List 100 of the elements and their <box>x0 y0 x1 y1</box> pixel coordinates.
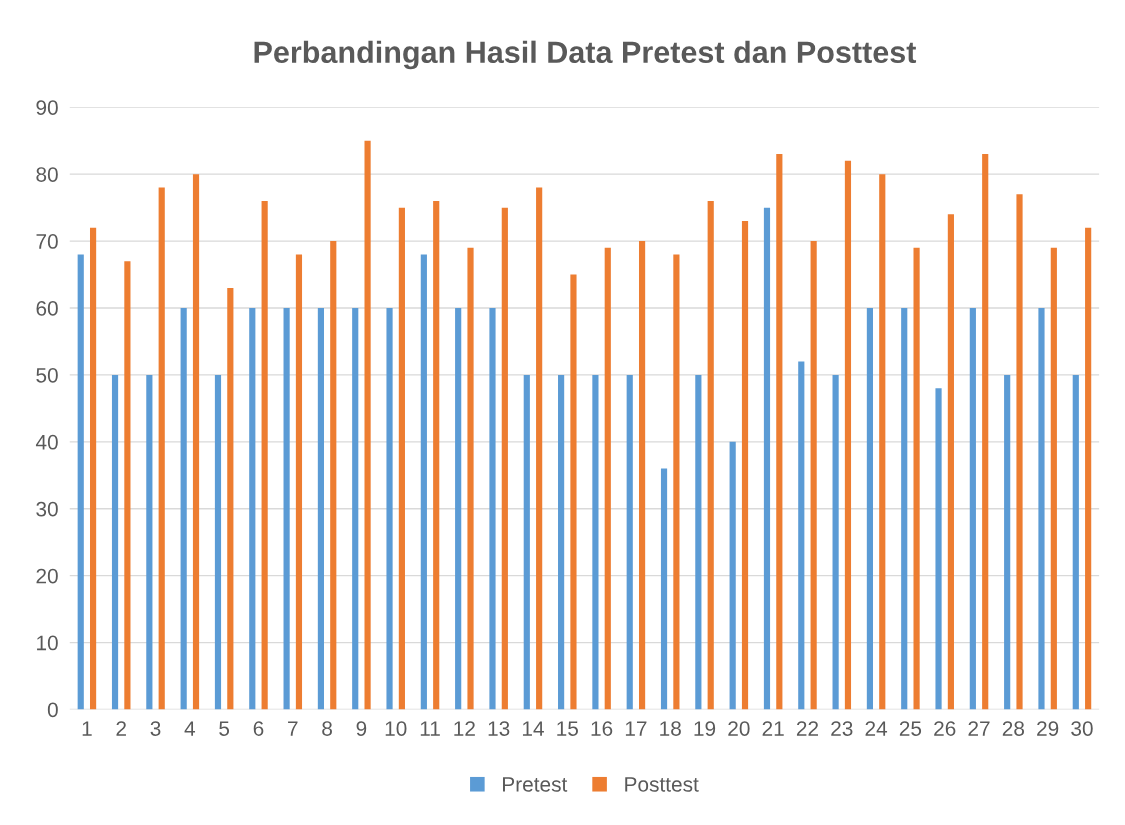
bar <box>77 254 84 710</box>
bar <box>695 374 702 710</box>
bar <box>969 308 976 710</box>
bar <box>763 207 771 710</box>
bar <box>501 207 508 710</box>
y-tick-label: 50 <box>36 367 58 383</box>
bar <box>1050 247 1057 710</box>
y-tick-label: 80 <box>36 167 58 182</box>
x-tick-label: 28 <box>1002 721 1025 736</box>
y-tick-label: 20 <box>36 568 58 584</box>
x-tick-label: 3 <box>150 721 161 736</box>
bar <box>844 160 852 710</box>
x-tick-label: 27 <box>968 721 990 736</box>
x-tick-label: 21 <box>762 721 784 736</box>
bar <box>570 274 577 710</box>
x-tick-label: 6 <box>253 721 264 736</box>
x-tick-label: 10 <box>385 721 407 736</box>
bar <box>935 388 942 710</box>
x-tick-label: 23 <box>831 721 853 736</box>
bar <box>214 374 222 710</box>
bar <box>420 254 427 710</box>
x-tick-label: 14 <box>522 721 544 736</box>
bar <box>386 308 393 710</box>
bar <box>455 308 462 710</box>
x-tick-label: 29 <box>1037 721 1059 736</box>
x-tick-label: 17 <box>625 721 647 736</box>
y-tick-label: 90 <box>36 100 58 115</box>
bar <box>330 241 337 710</box>
chart-title: Perbandingan Hasil Data Pretest dan Posttest <box>254 40 917 70</box>
x-tick-label: 20 <box>728 721 750 736</box>
bar <box>249 308 256 710</box>
bar <box>798 361 805 710</box>
bar <box>1038 308 1045 710</box>
x-tick-label: 8 <box>322 721 332 736</box>
bar <box>295 254 303 710</box>
bar <box>558 374 565 710</box>
bar <box>158 187 165 710</box>
bar <box>283 308 290 710</box>
x-tick-label: 19 <box>694 721 716 736</box>
bar <box>832 374 839 710</box>
bar <box>1004 374 1011 710</box>
bar <box>626 374 633 710</box>
bar <box>1085 227 1092 710</box>
bar <box>146 374 153 710</box>
x-tick-label: 1 <box>82 721 92 736</box>
bar <box>866 308 874 710</box>
x-tick-label: 2 <box>116 721 126 736</box>
bar <box>776 154 783 710</box>
x-tick-label: 7 <box>288 721 298 736</box>
bar <box>982 154 989 710</box>
x-tick-label: 4 <box>184 721 196 736</box>
x-tick-label: 12 <box>454 721 475 736</box>
bar <box>1072 374 1079 710</box>
y-tick-label: 30 <box>36 501 58 517</box>
y-tick-label: 70 <box>36 234 58 249</box>
bar <box>913 247 920 710</box>
y-tick-label: 0 <box>47 702 58 718</box>
x-tick-label: 11 <box>420 721 440 736</box>
x-tick-label: 22 <box>796 721 819 736</box>
x-tick-label: 15 <box>557 721 578 736</box>
bar <box>741 221 749 710</box>
bar <box>317 308 325 710</box>
bar <box>660 468 668 710</box>
bar <box>467 247 474 710</box>
legend-label: Pretest <box>503 777 568 792</box>
bar <box>124 261 131 710</box>
bar <box>398 207 405 710</box>
x-tick-label: 26 <box>934 721 956 736</box>
bar <box>604 247 611 710</box>
bar <box>1016 194 1023 710</box>
bar <box>111 374 119 710</box>
x-tick-label: 9 <box>356 721 367 736</box>
x-tick-label: 30 <box>1071 721 1093 736</box>
bar <box>523 374 530 710</box>
x-tick-label: 25 <box>899 721 922 736</box>
bar <box>673 254 680 710</box>
x-tick-label: 18 <box>660 721 681 736</box>
bar <box>729 441 736 710</box>
legend-label: Posttest <box>625 777 699 792</box>
x-tick-label: 16 <box>591 721 613 736</box>
y-tick-label: 40 <box>35 434 58 450</box>
bar <box>352 308 359 710</box>
x-tick-label: 13 <box>488 721 510 736</box>
bar <box>536 187 543 710</box>
y-tick-label: 10 <box>37 635 58 651</box>
bar <box>810 241 817 710</box>
x-tick-label: 24 <box>865 721 888 736</box>
bar <box>879 174 886 710</box>
bar <box>592 374 599 710</box>
bar <box>901 308 908 710</box>
bar <box>180 308 187 710</box>
bar <box>489 308 496 710</box>
bar <box>947 214 954 710</box>
bar <box>192 174 200 710</box>
bar <box>89 227 97 710</box>
y-tick-label: 60 <box>36 301 58 316</box>
x-tick-label: 5 <box>219 721 230 736</box>
bar <box>433 200 440 710</box>
bar <box>227 287 234 710</box>
bar <box>261 200 268 710</box>
